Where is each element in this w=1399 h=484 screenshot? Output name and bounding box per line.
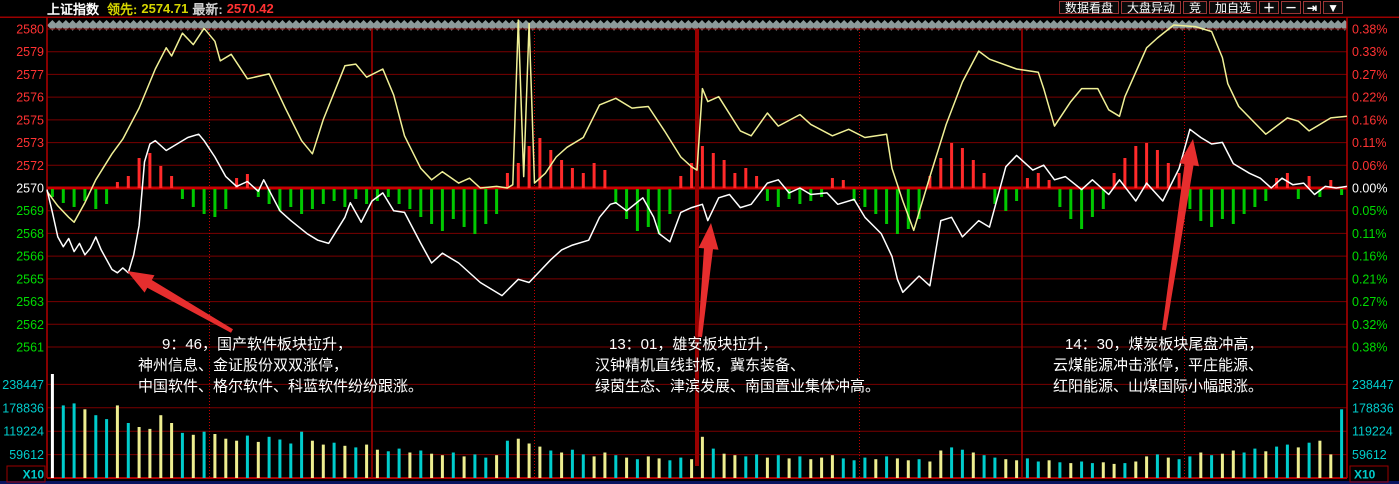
percent-axis-label: 0.38% <box>1352 23 1387 37</box>
percent-axis-label: 0.27% <box>1352 68 1387 82</box>
bottom-edge-strip <box>0 481 1399 484</box>
percent-axis-label: 0.16% <box>1352 250 1387 264</box>
annotation-line: 13：01，雄安板块拉升， <box>609 336 778 353</box>
price-axis-label: 2566 <box>16 250 44 264</box>
price-axis-label: 2575 <box>16 113 44 127</box>
auction-button[interactable]: 竞 <box>1182 1 1207 15</box>
price-axis-label: 2580 <box>16 23 44 37</box>
price-axis-label: 2572 <box>16 159 44 173</box>
annotation-line: 红阳能源、山煤国际小幅跟涨。 <box>1053 378 1264 395</box>
lead-label: 领先: <box>107 2 138 17</box>
annotation-line: 神州信息、金证股份双双涨停， <box>138 357 349 374</box>
price-axis-label: 2576 <box>16 91 44 105</box>
price-axis-label: 2577 <box>16 68 44 82</box>
annotation-line: 汉钟精机直线封板，冀东装备、 <box>595 357 806 374</box>
volume-axis-label: 238447 <box>1352 378 1394 392</box>
data-watch-button[interactable]: 数据看盘 <box>1058 1 1119 15</box>
volume-axis-label: 178836 <box>1352 401 1394 415</box>
intraday-chart-canvas[interactable] <box>47 29 1347 478</box>
next-period-icon[interactable]: ⇥ <box>1303 1 1322 15</box>
chevron-down-icon[interactable]: ▼ <box>1323 1 1343 15</box>
price-axis-label: 2579 <box>16 45 44 59</box>
multiplier-label: X10 <box>23 468 45 482</box>
annotation-946-software: 9：46，国产软件板块拉升， 神州信息、金证股份双双涨停， 中国软件、格尔软件、科蓝… <box>138 334 423 397</box>
index-title-group: 上证指数 领先: 2574.71 最新: 2570.42 <box>47 0 274 17</box>
volume-axis-label: 59612 <box>9 448 44 462</box>
multiplier-box <box>6 465 46 483</box>
annotation-line: 14：30，煤炭板块尾盘冲高， <box>1065 336 1264 353</box>
market-moves-button[interactable]: 大盘异动 <box>1120 1 1181 15</box>
multiplier-box <box>1349 465 1389 483</box>
price-axis-label: 2569 <box>16 204 44 218</box>
percent-axis-label: 0.11% <box>1352 136 1387 150</box>
price-axis-label: 2568 <box>16 227 44 241</box>
volume-axis-label: 238447 <box>2 378 44 392</box>
last-label: 最新: <box>192 2 223 17</box>
price-axis-label: 2561 <box>16 341 44 355</box>
add-watchlist-button[interactable]: 加自选 <box>1209 1 1258 15</box>
price-axis-label: 2562 <box>16 318 44 332</box>
percent-axis-label: 0.11% <box>1352 227 1387 241</box>
last-value: 2570.42 <box>226 1 274 16</box>
percent-axis-label: 0.38% <box>1352 341 1387 355</box>
price-axis-label: 2570 <box>16 182 44 196</box>
annotation-line: 9：46，国产软件板块拉升， <box>162 336 353 353</box>
percent-axis-label: 0.33% <box>1352 45 1387 59</box>
volume-axis-label: 119224 <box>3 425 44 439</box>
annotation-1301-xiongan: 13：01，雄安板块拉升， 汉钟精机直线封板，冀东装备、绿茵生态、津滨发展、南国置… <box>595 334 880 397</box>
percent-axis-label: 0.16% <box>1352 113 1387 127</box>
volume-axis-label: 59612 <box>1352 448 1387 462</box>
annotation-line: 云煤能源冲击涨停，平庄能源、 <box>1053 357 1264 374</box>
multiplier-label: X10 <box>1354 468 1376 482</box>
price-axis-label: 2563 <box>16 295 44 309</box>
percent-axis-label: 0.05% <box>1352 204 1387 218</box>
index-name: 上证指数 <box>47 2 100 17</box>
percent-axis-label: 0.22% <box>1352 91 1387 105</box>
lead-value: 2574.71 <box>141 1 189 16</box>
price-axis-label: 2565 <box>16 272 44 286</box>
annotation-line: 中国软件、格尔软件、科蓝软件纷纷跟涨。 <box>138 378 424 395</box>
percent-axis-label: 0.27% <box>1352 295 1387 309</box>
percent-axis-label: 0.00% <box>1352 182 1387 196</box>
annotation-line: 绿茵生态、津滨发展、南国置业集体冲高。 <box>595 378 881 395</box>
toolbar-buttons: 数据看盘 大盘异动 竞 加自选 ＋ － ⇥ ▼ <box>1058 1 1343 16</box>
annotation-1430-coal: 14：30，煤炭板块尾盘冲高， 云煤能源冲击涨停，平庄能源、 红阳能源、山煤国际小幅… <box>1053 334 1263 397</box>
percent-axis-label: 0.21% <box>1352 272 1387 286</box>
percent-axis-label: 0.06% <box>1352 159 1387 173</box>
top-bar: 上证指数 领先: 2574.71 最新: 2570.42 数据看盘 大盘异动 竞… <box>0 0 1399 18</box>
plus-icon[interactable]: ＋ <box>1259 1 1280 15</box>
volume-axis-label: 119224 <box>1352 425 1393 439</box>
minus-icon[interactable]: － <box>1281 1 1302 15</box>
price-axis-label: 2573 <box>16 136 44 150</box>
volume-axis-label: 178836 <box>2 401 44 415</box>
percent-axis-label: 0.32% <box>1352 318 1387 332</box>
